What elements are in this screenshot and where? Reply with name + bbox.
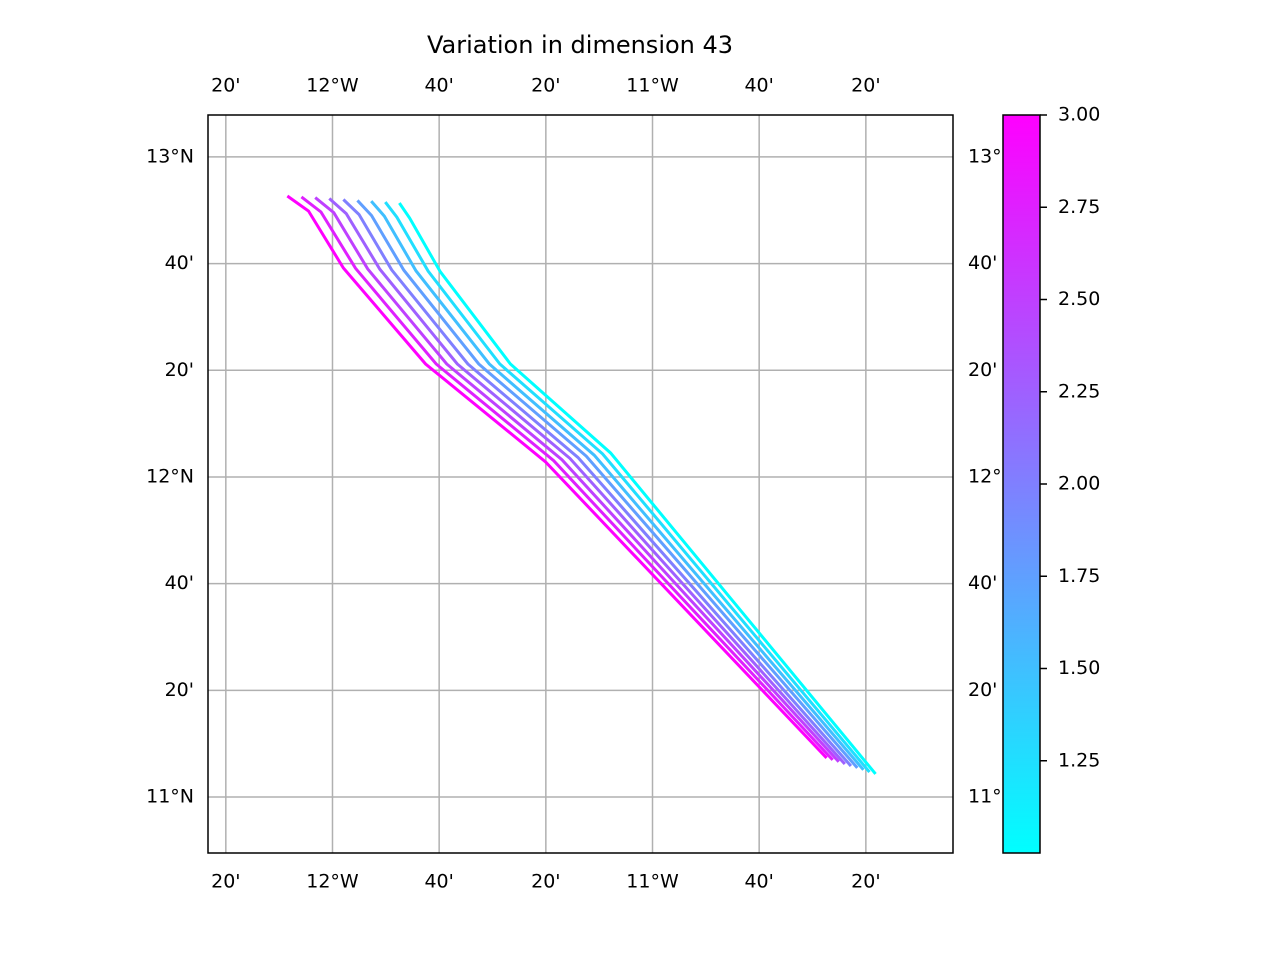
series-line <box>370 200 865 771</box>
x-tick-label: 20' <box>851 871 880 893</box>
x-tick-label: 12°W <box>306 871 359 893</box>
y-tick-label: 13°N <box>146 145 194 167</box>
chart-title: Variation in dimension 43 <box>427 31 733 59</box>
x-tick-label: 20' <box>211 871 240 893</box>
series-line <box>328 197 846 766</box>
series-line <box>384 201 871 773</box>
series-line <box>300 195 834 761</box>
colorbar-tick-label: 2.50 <box>1058 288 1100 310</box>
y-tick-label: 40' <box>165 252 194 274</box>
series-line <box>356 199 859 769</box>
colorbar-tick-label: 2.75 <box>1058 196 1100 218</box>
y-tick-label-right: 20' <box>968 359 997 381</box>
x-tick-label-top: 12°W <box>306 75 359 97</box>
series-line <box>398 202 877 775</box>
y-tick-label: 40' <box>165 572 194 594</box>
x-tick-label-top: 40' <box>744 75 773 97</box>
y-tick-label: 20' <box>165 359 194 381</box>
colorbar-tick-label: 3.00 <box>1058 104 1100 126</box>
y-tick-label: 12°N <box>146 465 194 487</box>
series-line <box>314 196 840 763</box>
y-tick-label-right: 20' <box>968 679 997 701</box>
x-tick-label-top: 20' <box>531 75 560 97</box>
plot-frame <box>207 114 954 854</box>
x-tick-label-top: 20' <box>211 75 240 97</box>
series-line <box>342 198 853 767</box>
colorbar-tick-label: 1.75 <box>1058 565 1100 587</box>
x-tick-label-top: 11°W <box>626 75 679 97</box>
x-tick-label: 40' <box>424 871 453 893</box>
colorbar <box>1002 114 1041 854</box>
y-tick-label-right: 40' <box>968 252 997 274</box>
colorbar-tick-label: 1.25 <box>1058 749 1100 771</box>
x-tick-label-top: 20' <box>851 75 880 97</box>
x-tick-label: 20' <box>531 871 560 893</box>
colorbar-tick-label: 2.00 <box>1058 473 1100 495</box>
colorbar-tick-label: 2.25 <box>1058 380 1100 402</box>
series-line <box>286 194 828 759</box>
y-tick-label: 20' <box>165 679 194 701</box>
y-tick-label-right: 40' <box>968 572 997 594</box>
y-tick-label: 11°N <box>146 785 194 807</box>
colorbar-tick-label: 1.50 <box>1058 657 1100 679</box>
x-tick-label: 40' <box>744 871 773 893</box>
x-tick-label: 11°W <box>626 871 679 893</box>
x-tick-label-top: 40' <box>424 75 453 97</box>
